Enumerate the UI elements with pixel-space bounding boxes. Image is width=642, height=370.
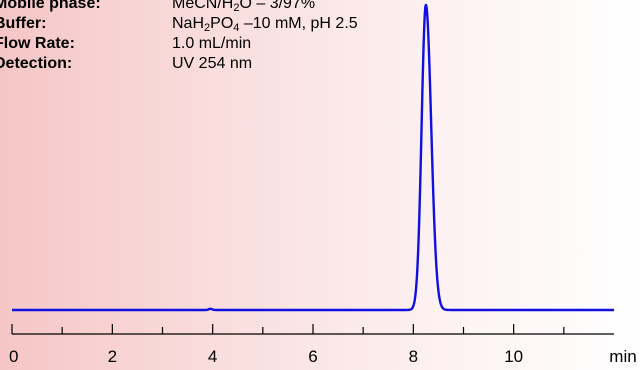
condition-value: NaH2PO4 –10 mM, pH 2.5 bbox=[172, 14, 358, 34]
x-tick-label: 4 bbox=[208, 347, 217, 366]
condition-label: Buffer: bbox=[0, 15, 47, 32]
condition-value-subscript: 2 bbox=[233, 2, 240, 14]
condition-label: Mobile phase: bbox=[0, 0, 101, 12]
x-axis-ticks bbox=[11, 324, 565, 334]
condition-value-text: PO bbox=[210, 15, 234, 32]
condition-value: MeCN/H2O – 3/97% bbox=[172, 0, 315, 14]
condition-label: Detection: bbox=[0, 55, 73, 72]
x-axis-unit-label: min bbox=[609, 347, 636, 366]
x-tick-label: 8 bbox=[409, 347, 418, 366]
x-axis-tick-labels: 0 2 4 6 8 10 bbox=[9, 347, 523, 366]
condition-value-text: UV 254 nm bbox=[172, 55, 253, 72]
condition-value: 1.0 mL/min bbox=[172, 34, 251, 54]
condition-value-subscript: 4 bbox=[233, 22, 240, 34]
x-tick-label: 0 bbox=[9, 347, 18, 366]
condition-value-subscript: 2 bbox=[204, 22, 211, 34]
chromatogram-trace bbox=[11, 3, 615, 312]
condition-value-text: 1.0 mL/min bbox=[172, 35, 252, 52]
x-tick-label: 10 bbox=[504, 347, 523, 366]
condition-value-text: –10 mM, pH 2.5 bbox=[239, 15, 358, 32]
x-tick-label: 6 bbox=[308, 347, 317, 366]
x-tick-label: 2 bbox=[108, 347, 117, 366]
condition-value-text: MeCN/H bbox=[172, 0, 234, 12]
condition-value: UV 254 nm bbox=[172, 54, 252, 74]
condition-value-text: O – 3/97% bbox=[239, 0, 316, 12]
condition-label: Flow Rate: bbox=[0, 35, 75, 52]
condition-value-text: NaH bbox=[172, 15, 205, 32]
